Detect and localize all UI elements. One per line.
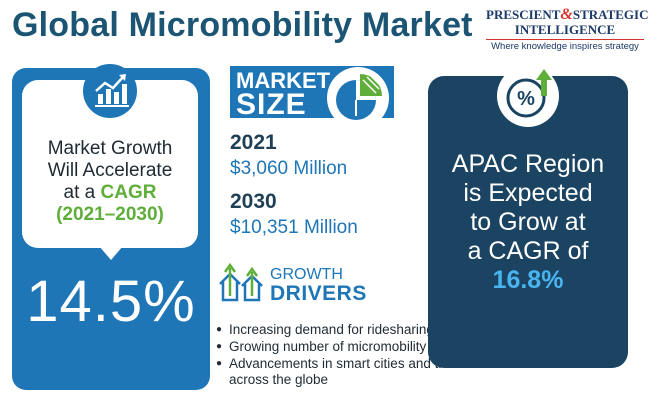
market-size-label-1: MARKET: [236, 68, 331, 93]
growth-line3: at a CAGR: [28, 182, 192, 204]
global-cagr-value: 14.5%: [26, 269, 196, 334]
growth-drivers-label-2: DRIVERS: [270, 282, 367, 305]
apac-line4: a CAGR of: [467, 237, 589, 265]
market-value-2021: $3,060 Million: [230, 158, 348, 179]
svg-text:%: %: [517, 88, 535, 110]
cagr-word: CAGR: [100, 182, 157, 203]
apac-line1: APAC Region: [451, 150, 605, 178]
apac-statement: APAC Region is Expected to Grow at a CAG…: [428, 150, 628, 295]
apac-line2: is Expected: [463, 179, 593, 207]
logo-line2: INTELLIGENCE: [514, 22, 616, 37]
company-logo: PRESCIENT&STRATEGIC INTELLIGENCE Where k…: [486, 6, 649, 52]
page-title: Global Micromobility Market: [12, 6, 473, 44]
logo-word-1: PRESCIENT: [486, 7, 561, 22]
apac-line3: to Grow at: [470, 208, 586, 236]
pie-chart-icon: [326, 66, 390, 130]
logo-ampersand: &: [560, 6, 573, 23]
logo-tagline: Where knowledge inspires strategy: [486, 39, 644, 52]
growth-drivers-label-1: GROWTH: [270, 266, 343, 283]
market-year-2030: 2030: [230, 190, 277, 213]
market-value-2030: $10,351 Million: [230, 217, 358, 238]
percent-arrow-icon: %: [496, 64, 560, 128]
growth-line2: Will Accelerate: [47, 160, 173, 181]
market-year-2021: 2021: [230, 131, 277, 154]
driver-item: Growing number of micromobility vehicles: [216, 339, 646, 355]
logo-line1: PRESCIENT&STRATEGIC: [486, 6, 649, 24]
market-size-label-2: SIZE: [236, 88, 307, 121]
growth-period: (2021–2030): [56, 204, 164, 225]
apac-cagr-value: 16.8%: [492, 266, 564, 294]
house-arrows-icon: [218, 262, 264, 302]
growth-statement: Market Growth Will Accelerate at a CAGR …: [28, 138, 192, 226]
bubble-tail: [99, 246, 123, 260]
logo-word-2: STRATEGIC: [572, 7, 649, 22]
growth-line1: Market Growth: [47, 138, 173, 159]
growth-chart-icon: [83, 64, 137, 118]
growth-line3-prefix: at a: [63, 182, 101, 203]
